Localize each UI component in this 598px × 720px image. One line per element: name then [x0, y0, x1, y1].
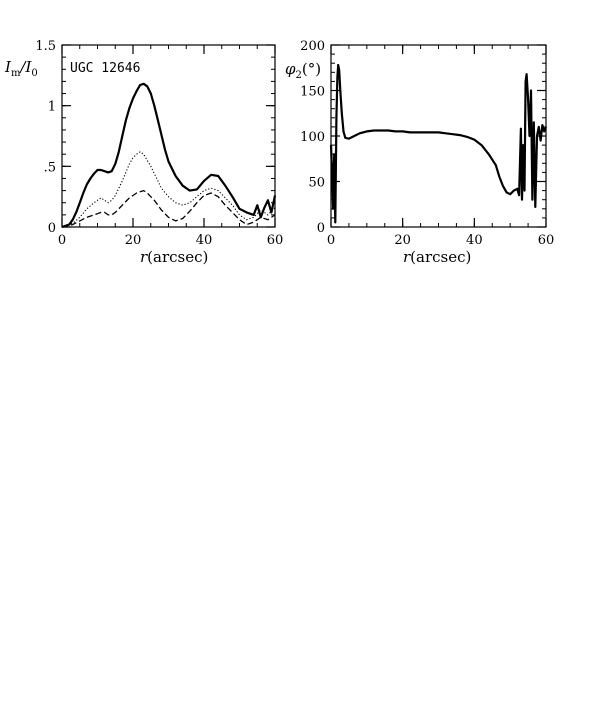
right-x-title-r: r — [403, 248, 411, 266]
right-y-title-phi: φ — [285, 60, 296, 78]
right-x-tick-label: 20 — [394, 233, 411, 248]
left-x-axis-title: r(arcsec) — [140, 248, 208, 266]
left-y-title-main: I — [4, 58, 12, 76]
left-y-tick-label: 1 — [48, 100, 56, 115]
left-y-tick-label: 0 — [48, 221, 56, 236]
right-series — [329, 63, 548, 224]
right-y-tick-label: 0 — [317, 221, 325, 236]
left-series-line-dotted — [61, 151, 276, 228]
right-y-tick-label: 100 — [300, 130, 325, 145]
right-tick-labels: 0 20 40 60 0 50 100 150 200 — [300, 39, 554, 248]
left-x-title-unit: (arcsec) — [147, 248, 208, 266]
right-y-tick-label: 150 — [300, 85, 325, 100]
left-x-tick-label: 60 — [267, 233, 284, 248]
left-series-line-dashed — [61, 189, 276, 228]
right-x-title-unit: (arcsec) — [410, 248, 471, 266]
right-x-axis-title: r(arcsec) — [403, 248, 471, 266]
right-series-line-solid-thick — [329, 63, 548, 224]
left-ticks — [61, 44, 276, 228]
left-x-tick-label: 0 — [58, 233, 66, 248]
left-y-title-sub-m: m — [11, 68, 21, 79]
left-tick-labels: 0 20 40 60 0 .5 1 1.5 — [35, 39, 283, 248]
right-x-tick-label: 40 — [466, 233, 483, 248]
right-y-tick-label: 200 — [300, 39, 325, 54]
right-y-axis-title: φ2(°) — [285, 60, 321, 81]
left-y-tick-label: .5 — [44, 160, 56, 175]
right-x-tick-label: 60 — [538, 233, 555, 248]
left-x-tick-label: 40 — [196, 233, 213, 248]
right-y-tick-label: 50 — [308, 176, 325, 191]
left-x-title-r: r — [140, 248, 148, 266]
right-panel: 0 20 40 60 0 50 100 150 200 φ2(°) r(arcsec) — [285, 39, 554, 266]
left-x-tick-label: 20 — [125, 233, 142, 248]
right-y-title-sub: 2 — [296, 70, 302, 81]
left-y-title-sub-0: 0 — [31, 68, 37, 79]
left-series-line-solid-thick — [61, 82, 277, 229]
right-y-title-unit: (°) — [302, 60, 321, 78]
figure: 0 20 40 600.511.5 UGC 12646 Im/I0 r(arcsec)… — [4, 39, 554, 266]
left-y-axis-title: Im/I0 — [4, 58, 38, 79]
right-x-tick-label: 0 — [327, 233, 335, 248]
left-panel-label: UGC 12646 — [70, 61, 140, 76]
right-ticks — [330, 44, 547, 228]
left-y-title-slash: /I — [18, 58, 32, 76]
left-series — [61, 82, 277, 229]
left-panel: 0 20 40 600.511.5 UGC 12646 Im/I0 r(arcsec) — [4, 39, 283, 266]
left-y-tick-label: 1.5 — [35, 39, 56, 54]
right-plot-frame — [330, 44, 547, 228]
